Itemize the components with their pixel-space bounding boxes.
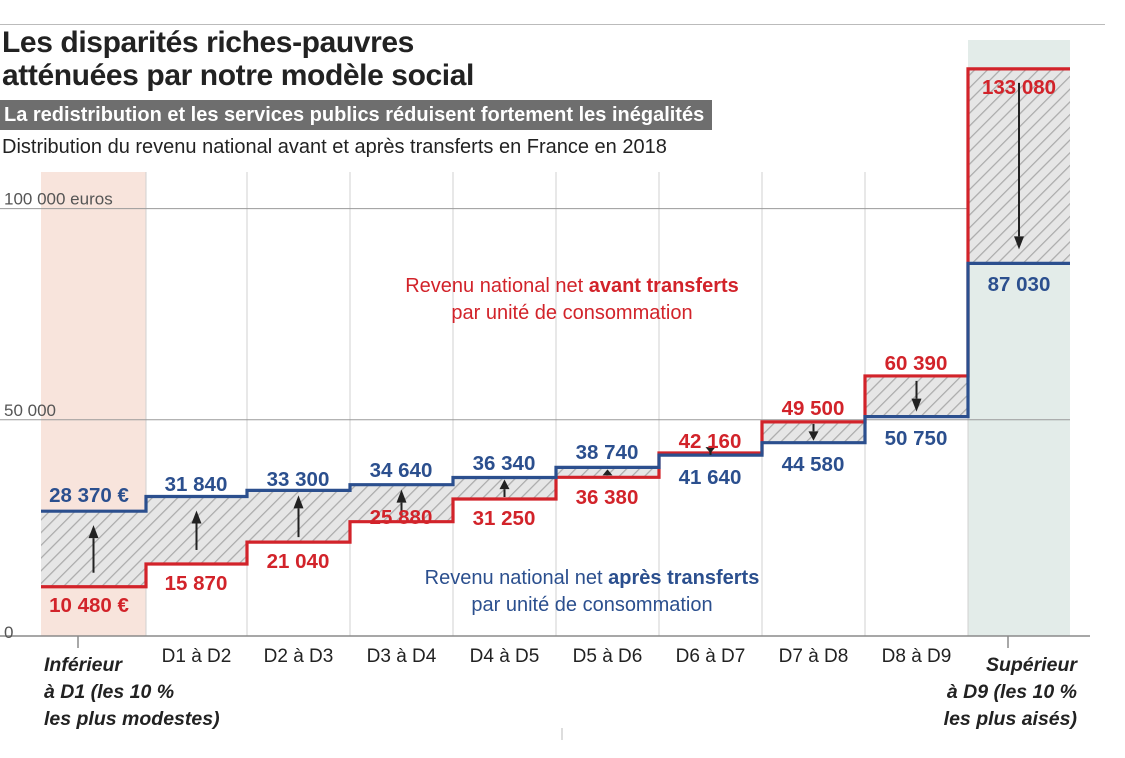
change-arrow-head <box>88 525 99 539</box>
x-tick-label: les plus aisés) <box>944 708 1077 730</box>
change-arrow-head <box>396 489 407 503</box>
avant-value-label: 133 080 <box>982 76 1056 99</box>
y-tick-label: 50 000 <box>4 401 56 420</box>
apres-value-label: 31 840 <box>165 473 228 496</box>
x-tick-label: D1 à D2 <box>162 646 232 667</box>
avant-value-label: 42 160 <box>679 430 742 453</box>
chart-caption: Distribution du revenu national avant et… <box>2 136 667 158</box>
apres-value-label: 87 030 <box>988 273 1051 296</box>
x-tick-label: D6 à D7 <box>676 646 746 667</box>
apres-value-label: 36 340 <box>473 452 536 475</box>
change-arrow-head <box>808 431 819 441</box>
avant-value-label: 49 500 <box>782 397 845 420</box>
x-tick-label: D8 à D9 <box>882 646 952 667</box>
change-arrow-head <box>1014 236 1024 250</box>
change-arrow-head <box>602 469 613 476</box>
apres-annotation-line-2: par unité de consommation <box>471 594 712 616</box>
avant-value-label: 25 880 <box>370 506 433 529</box>
apres-value-label: 44 580 <box>782 453 845 476</box>
change-arrow-head <box>705 447 716 454</box>
avant-value-label: 60 390 <box>885 352 948 375</box>
subtitle-banner: La redistribution et les services public… <box>0 100 713 130</box>
apres-value-label: 38 740 <box>576 441 639 464</box>
avant-value-label: 21 040 <box>267 550 330 573</box>
x-tick-label: D3 à D4 <box>367 646 437 667</box>
x-tick-label: à D9 (les 10 % <box>947 681 1077 703</box>
x-tick-label: les plus modestes) <box>44 708 220 730</box>
title-line-2: atténuées par notre modèle social <box>2 59 474 92</box>
x-tick-label: Inférieur <box>44 654 123 676</box>
change-arrow-head <box>191 510 202 524</box>
apres-value-label: 34 640 <box>370 459 433 482</box>
avant-value-label: 15 870 <box>165 572 228 595</box>
x-tick-label: D2 à D3 <box>264 646 334 667</box>
top-rule <box>0 24 1105 25</box>
avant-step-line <box>41 67 1070 589</box>
x-tick-label: D4 à D5 <box>470 646 540 667</box>
y-tick-label: 100 000 euros <box>4 190 113 209</box>
apres-value-label: 33 300 <box>267 468 330 491</box>
change-arrow-head <box>293 495 304 509</box>
x-tick-label: D5 à D6 <box>573 646 643 667</box>
apres-value-label: 50 750 <box>885 427 948 450</box>
x-tick-label: Supérieur <box>986 654 1078 676</box>
page-title: Les disparités riches-pauvres atténuées … <box>2 26 474 92</box>
change-arrow-head <box>911 398 922 412</box>
y-tick-label: 0 <box>4 623 13 642</box>
change-arrow-head <box>499 479 510 490</box>
apres-value-label: 28 370 € <box>49 484 129 507</box>
avant-annotation-line-2: par unité de consommation <box>451 302 692 324</box>
apres-value-label: 41 640 <box>679 466 742 489</box>
x-tick-label: D7 à D8 <box>779 646 849 667</box>
avant-value-label: 36 380 <box>576 486 639 509</box>
apres-step-line <box>41 261 1070 513</box>
avant-value-label: 10 480 € <box>49 594 129 617</box>
avant-value-label: 31 250 <box>473 507 536 530</box>
avant-annotation-line-1: Revenu national net avant transferts <box>405 275 739 297</box>
apres-annotation-line-1: Revenu national net après transferts <box>425 567 760 589</box>
title-line-1: Les disparités riches-pauvres <box>2 26 414 59</box>
x-tick-label: à D1 (les 10 % <box>44 681 174 703</box>
